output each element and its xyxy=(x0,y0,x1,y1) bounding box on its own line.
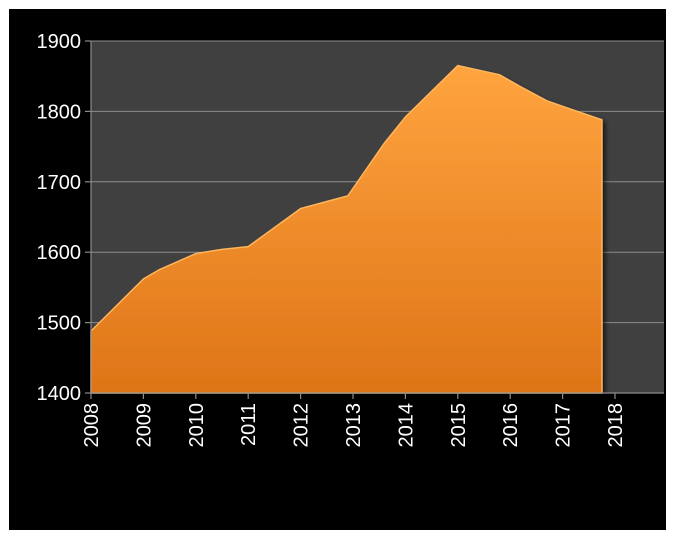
x-tick-label-2015: 2015 xyxy=(448,403,470,448)
x-tick-label-2012: 2012 xyxy=(291,403,313,448)
area-series xyxy=(90,64,603,394)
x-tick-label-2011: 2011 xyxy=(238,403,260,446)
x-tick-label-2010: 2010 xyxy=(186,403,208,448)
x-tick-label-2008: 2008 xyxy=(81,403,103,448)
x-tick-label-2018: 2018 xyxy=(605,403,627,448)
x-tick-label-2013: 2013 xyxy=(343,403,365,448)
chart-frame: 1400 1500 1600 1700 1800 1900 2008 2009 2010 201… xyxy=(9,9,666,530)
x-tick-label-2016: 2016 xyxy=(500,403,522,448)
y-tick-label-1400: 1400 xyxy=(37,383,82,405)
y-tick-label-1700: 1700 xyxy=(37,172,82,194)
area-chart: 1400 1500 1600 1700 1800 1900 2008 2009 2010 201… xyxy=(37,31,664,448)
y-tick-label-1600: 1600 xyxy=(37,242,82,264)
y-tick-label-1900: 1900 xyxy=(37,31,82,53)
y-tick-label-1500: 1500 xyxy=(37,313,82,335)
x-tick-label-2017: 2017 xyxy=(553,403,575,448)
y-tick-label-1800: 1800 xyxy=(37,101,82,123)
x-tick-label-2009: 2009 xyxy=(133,403,155,448)
x-tick-label-2014: 2014 xyxy=(395,403,417,448)
